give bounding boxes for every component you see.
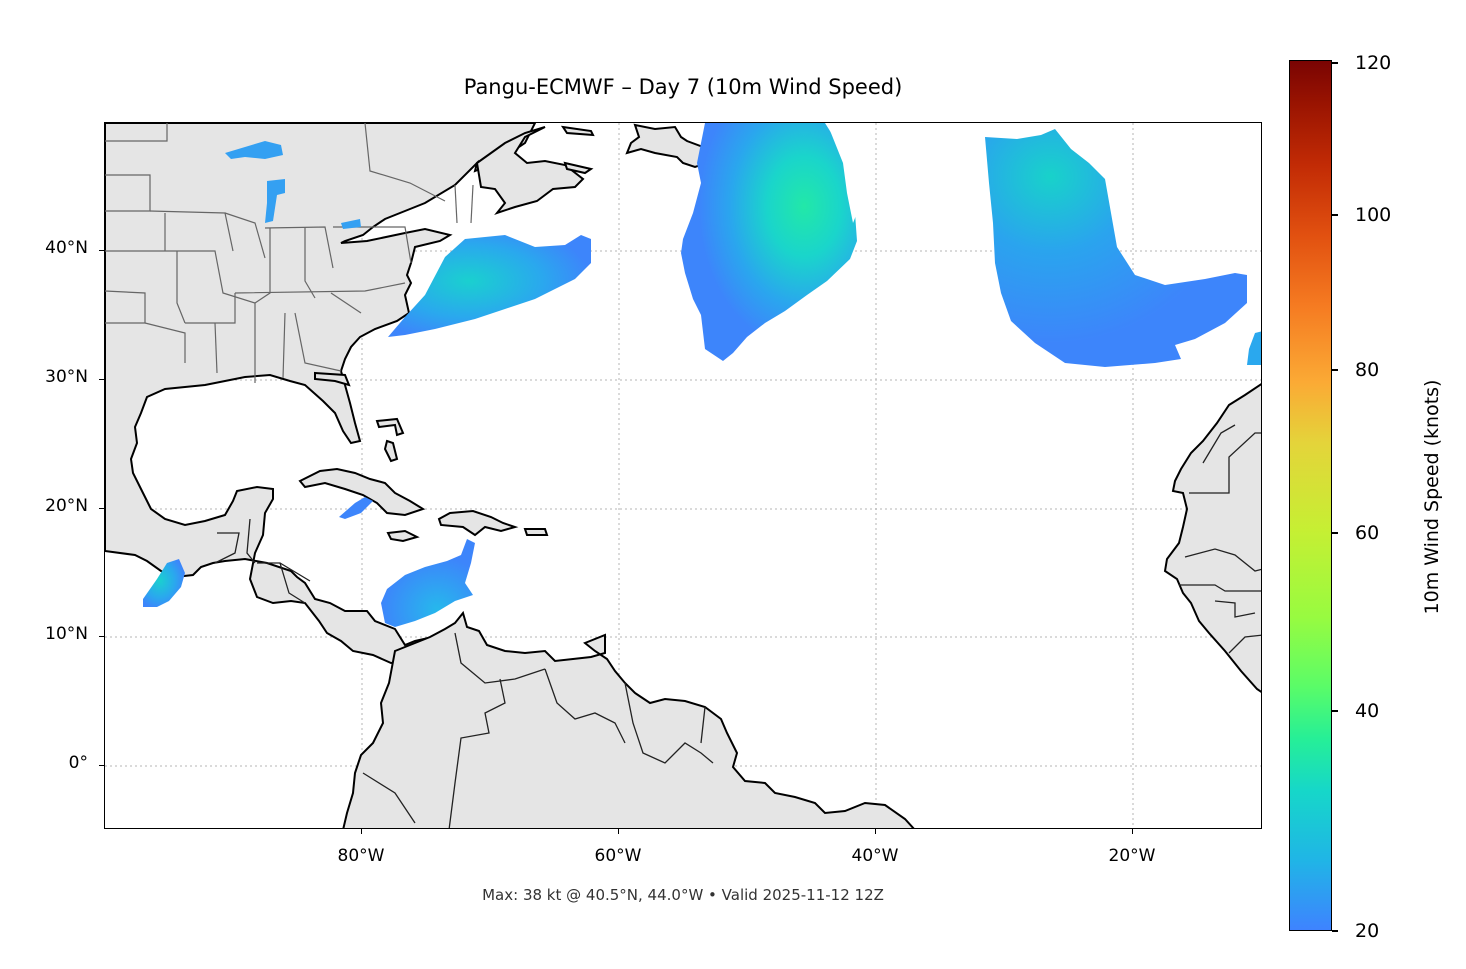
newfoundland-land: [625, 123, 709, 169]
y-label-0: 0°: [68, 753, 88, 773]
canada-maritimes-land: [475, 126, 585, 216]
max-valid-footer: Max: 38 kt @ 40.5°N, 44.0°W • Valid 2025…: [482, 886, 884, 904]
north-america-land: [105, 123, 537, 665]
y-tick-0: [99, 765, 104, 766]
florida-land: [314, 371, 351, 387]
hispaniola-land: [437, 509, 519, 537]
colorbar-label-80: 80: [1355, 359, 1380, 381]
x-tick-40w: [875, 829, 876, 834]
y-label-10n: 10°N: [45, 624, 88, 644]
wind-region-front-gap: [827, 123, 861, 223]
anticosti-island: [560, 125, 595, 137]
y-tick-10n: [99, 636, 104, 637]
map-panel: [104, 122, 1262, 829]
x-label-80w: 80°W: [337, 846, 385, 866]
state-borders: [105, 123, 474, 383]
colorbar-label-40: 40: [1355, 700, 1380, 722]
country-borders: [214, 424, 1261, 828]
colorbar-label-20: 20: [1355, 920, 1380, 942]
colorbar-tick-60: [1332, 532, 1338, 534]
wind-region-east-edge: [1247, 331, 1261, 365]
wind-region-central-atlantic: [681, 123, 857, 361]
x-tick-60w: [618, 829, 619, 834]
colorbar-title: 10m Wind Speed (knots): [1421, 379, 1443, 615]
chart-title: Pangu-ECMWF – Day 7 (10m Wind Speed): [463, 75, 903, 99]
colorbar-tick-100: [1332, 214, 1338, 216]
wind-region-great-lakes: [225, 141, 361, 229]
south-america-land: [342, 610, 915, 828]
colorbar-label-120: 120: [1355, 52, 1392, 74]
colorbar-label-60: 60: [1355, 522, 1380, 544]
y-label-40n: 40°N: [45, 238, 88, 258]
jamaica-land: [386, 529, 420, 543]
y-tick-20n: [99, 508, 104, 509]
colorbar-tick-80: [1332, 369, 1338, 371]
colorbar-label-100: 100: [1355, 204, 1392, 226]
wind-region-us-east-coast: [388, 235, 591, 337]
bahamas-land: [375, 417, 405, 463]
map-canvas: [105, 123, 1261, 828]
colorbar-tick-120: [1332, 62, 1338, 64]
x-label-40w: 40°W: [851, 846, 899, 866]
x-tick-80w: [361, 829, 362, 834]
cuba-land: [298, 467, 426, 517]
x-label-20w: 20°W: [1108, 846, 1156, 866]
colorbar-tick-20: [1332, 930, 1338, 932]
y-label-20n: 20°N: [45, 496, 88, 516]
y-tick-40n: [99, 250, 104, 251]
wind-region-eastern-atlantic: [985, 129, 1247, 367]
colorbar: [1289, 60, 1332, 931]
x-tick-20w: [1132, 829, 1133, 834]
y-tick-30n: [99, 379, 104, 380]
colorbar-tick-40: [1332, 710, 1338, 712]
wind-region-cuba-south: [339, 497, 373, 519]
wind-region-tehuantepec: [143, 559, 185, 607]
y-label-30n: 30°N: [45, 367, 88, 387]
wind-region-caribbean: [381, 539, 475, 627]
pei-island: [563, 161, 594, 175]
west-africa-land: [1163, 383, 1261, 693]
puerto-rico-land: [523, 528, 549, 536]
x-label-60w: 60°W: [594, 846, 642, 866]
